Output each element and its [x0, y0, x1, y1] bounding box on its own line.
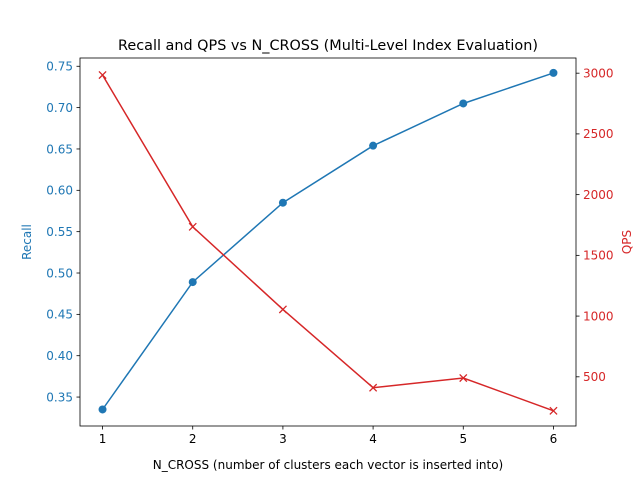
- left-y-tick-label: 0.55: [46, 225, 73, 239]
- x-tick-label: 4: [369, 432, 377, 446]
- x-tick-label: 1: [99, 432, 107, 446]
- left-y-tick-label: 0.45: [46, 308, 73, 322]
- data-point: [188, 278, 197, 287]
- left-y-tick-label: 0.35: [46, 390, 73, 404]
- data-point: [369, 141, 378, 150]
- chart-title: Recall and QPS vs N_CROSS (Multi-Level I…: [118, 38, 538, 54]
- right-y-tick-label: 3000: [583, 66, 614, 80]
- data-point: [369, 383, 378, 392]
- right-y-tick-label: 500: [583, 370, 606, 384]
- data-point: [549, 406, 558, 415]
- series-layer: [98, 68, 558, 415]
- x-axis: 1 2 3 4 5 6: [99, 426, 558, 446]
- x-axis-label: N_CROSS (number of clusters each vector …: [153, 458, 504, 472]
- data-point: [98, 405, 107, 414]
- data-point: [459, 373, 468, 383]
- data-point: [278, 305, 287, 314]
- data-point: [459, 99, 468, 108]
- right-y-tick-label: 2000: [583, 188, 614, 202]
- plot-frame: [79, 57, 577, 427]
- data-point: [549, 68, 558, 77]
- left-y-tick-label: 0.60: [46, 184, 73, 198]
- left-y-axis-label: Recall: [20, 224, 34, 260]
- data-point: [278, 198, 287, 207]
- left-y-tick-label: 0.40: [46, 349, 73, 363]
- left-y-tick-label: 0.50: [46, 266, 73, 280]
- right-y-axis: 500 1000 1500 2000 2500 3000: [576, 66, 614, 384]
- series-line-left: [101, 72, 554, 410]
- left-y-tick-label: 0.65: [46, 142, 73, 156]
- left-y-axis: 0.35 0.40 0.45 0.50 0.55 0.60 0.65 0.70 0.75: [46, 60, 80, 404]
- right-y-tick-label: 1000: [583, 309, 614, 323]
- x-tick-label: 5: [459, 432, 467, 446]
- left-y-tick-label: 0.70: [46, 101, 73, 115]
- x-tick-label: 3: [279, 432, 287, 446]
- x-tick-label: 6: [550, 432, 558, 446]
- data-point: [188, 222, 197, 231]
- x-tick-label: 2: [189, 432, 197, 446]
- series-line-right: [101, 74, 554, 412]
- data-point: [98, 70, 107, 80]
- right-y-axis-label: QPS: [620, 230, 634, 254]
- left-y-tick-label: 0.75: [46, 60, 73, 74]
- right-y-tick-label: 1500: [583, 249, 614, 263]
- right-y-tick-label: 2500: [583, 127, 614, 141]
